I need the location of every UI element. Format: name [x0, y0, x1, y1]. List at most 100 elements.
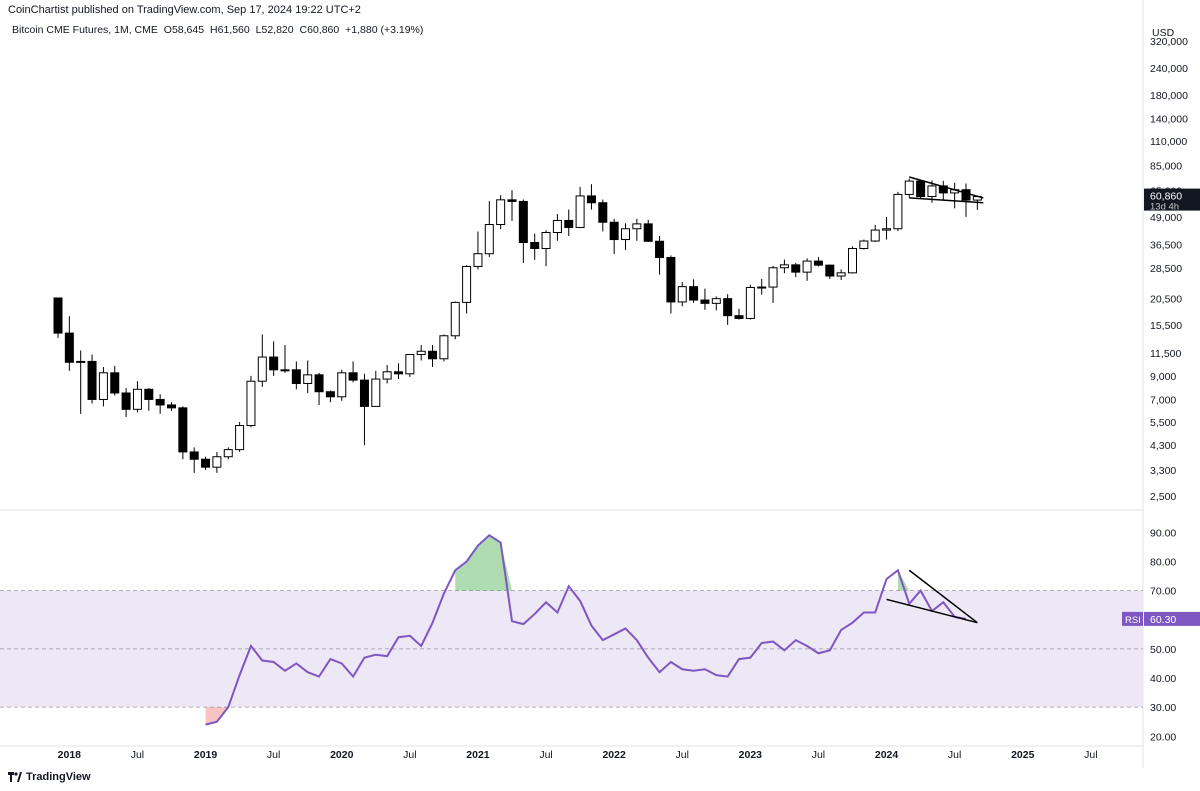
candle-body[interactable] — [825, 264, 835, 277]
time-tick-label: Jul — [131, 749, 144, 761]
candle-body[interactable] — [87, 360, 97, 400]
candle-body[interactable] — [223, 449, 233, 458]
candle-body[interactable] — [167, 404, 176, 409]
price-tick-label: 28,500 — [1150, 263, 1182, 275]
candle-body[interactable] — [314, 374, 324, 393]
candle-body[interactable] — [484, 224, 494, 255]
candle-body[interactable] — [666, 256, 676, 303]
candle-body[interactable] — [961, 189, 971, 201]
candle-body[interactable] — [155, 398, 165, 406]
candle-body[interactable] — [473, 253, 483, 267]
candle-body[interactable] — [337, 372, 347, 398]
candle-body[interactable] — [689, 286, 699, 301]
candle-body[interactable] — [621, 228, 630, 241]
candle-body[interactable] — [575, 195, 585, 228]
candle-body[interactable] — [144, 388, 154, 400]
candle-body[interactable] — [893, 193, 903, 230]
candle-body[interactable] — [927, 185, 937, 198]
candle-body[interactable] — [507, 199, 517, 202]
rsi-trendline[interactable] — [908, 569, 978, 624]
tradingview-logo-icon — [8, 772, 22, 782]
candle-body[interactable] — [450, 301, 460, 337]
candle-body[interactable] — [723, 298, 733, 317]
candle-body[interactable] — [110, 372, 120, 394]
candle-body[interactable] — [848, 247, 857, 274]
last-price-label: 60,860 — [1150, 191, 1182, 203]
candle-body[interactable] — [98, 372, 108, 400]
candle-body[interactable] — [416, 350, 426, 356]
currency-label: USD — [1152, 27, 1175, 39]
candle-body[interactable] — [677, 286, 687, 303]
candle-body[interactable] — [428, 350, 438, 360]
candle-body[interactable] — [813, 260, 823, 266]
candle-body[interactable] — [541, 232, 551, 249]
symbol-name[interactable]: Bitcoin CME Futures, 1M, CME — [12, 24, 158, 36]
rsi-tick-label: 90.00 — [1150, 527, 1176, 539]
candle-body[interactable] — [382, 371, 392, 380]
candle-body[interactable] — [882, 228, 892, 231]
tradingview-brand-label: TradingView — [26, 771, 91, 783]
candle-body[interactable] — [609, 221, 619, 241]
candle-body[interactable] — [734, 315, 744, 319]
price-trendline[interactable] — [909, 176, 984, 199]
candle-body[interactable] — [405, 354, 415, 375]
candle-body[interactable] — [303, 374, 313, 384]
price-tick-label: 140,000 — [1150, 113, 1188, 125]
candle-body[interactable] — [280, 369, 290, 372]
candle-body[interactable] — [745, 286, 755, 319]
candle-body[interactable] — [564, 219, 574, 228]
candle-body[interactable] — [76, 360, 86, 363]
candle-body[interactable] — [371, 378, 381, 407]
candle-body[interactable] — [121, 392, 131, 410]
candle-body[interactable] — [269, 356, 279, 371]
candle-body[interactable] — [711, 298, 721, 304]
tradingview-brand[interactable]: TradingView — [8, 771, 91, 783]
candle-body[interactable] — [768, 267, 778, 288]
candle-body[interactable] — [859, 240, 869, 249]
candle-body[interactable] — [462, 265, 472, 303]
candle-body[interactable] — [552, 219, 562, 234]
candle-body[interactable] — [439, 335, 449, 360]
candle-body[interactable] — [189, 451, 199, 460]
candle-body[interactable] — [201, 458, 211, 468]
candle-body[interactable] — [757, 286, 767, 289]
candle-body[interactable] — [394, 371, 403, 375]
candle-body[interactable] — [779, 264, 789, 269]
time-tick-label: Jul — [539, 749, 552, 761]
candle-body[interactable] — [132, 388, 142, 410]
candle-body[interactable] — [64, 332, 74, 363]
rsi-line[interactable] — [205, 534, 967, 726]
candle-body[interactable] — [598, 202, 608, 223]
candle-body[interactable] — [325, 391, 335, 398]
time-tick-label: 2020 — [330, 749, 354, 761]
candle-body[interactable] — [257, 356, 267, 382]
candle-body[interactable] — [518, 200, 528, 244]
candle-body[interactable] — [235, 425, 245, 451]
ohlc-low: L52,820 — [255, 24, 294, 36]
candle-body[interactable] — [643, 223, 653, 242]
rsi-tick-label: 50.00 — [1150, 644, 1176, 656]
candle-body[interactable] — [530, 242, 540, 249]
candle-body[interactable] — [496, 199, 506, 226]
candle-body[interactable] — [632, 223, 642, 230]
candle-body[interactable] — [904, 180, 914, 195]
candle-body[interactable] — [53, 297, 63, 334]
candle-body[interactable] — [916, 180, 926, 198]
candle-body[interactable] — [586, 195, 596, 204]
candle-body[interactable] — [655, 240, 665, 258]
rsi-trendline[interactable] — [886, 598, 978, 624]
candle-body[interactable] — [836, 272, 846, 277]
candle-body[interactable] — [348, 372, 358, 381]
candle-body[interactable] — [246, 380, 256, 427]
candle-body[interactable] — [870, 229, 880, 242]
candle-body[interactable] — [359, 379, 369, 407]
candle-body[interactable] — [700, 299, 710, 304]
ohlc-change: +1,880 (+3.19%) — [345, 24, 424, 36]
candle-body[interactable] — [212, 456, 222, 468]
candle-body[interactable] — [291, 369, 301, 384]
candle-body[interactable] — [802, 260, 812, 273]
candle-body[interactable] — [178, 407, 188, 453]
price-trendline[interactable] — [909, 197, 984, 204]
candle-body[interactable] — [791, 264, 801, 273]
